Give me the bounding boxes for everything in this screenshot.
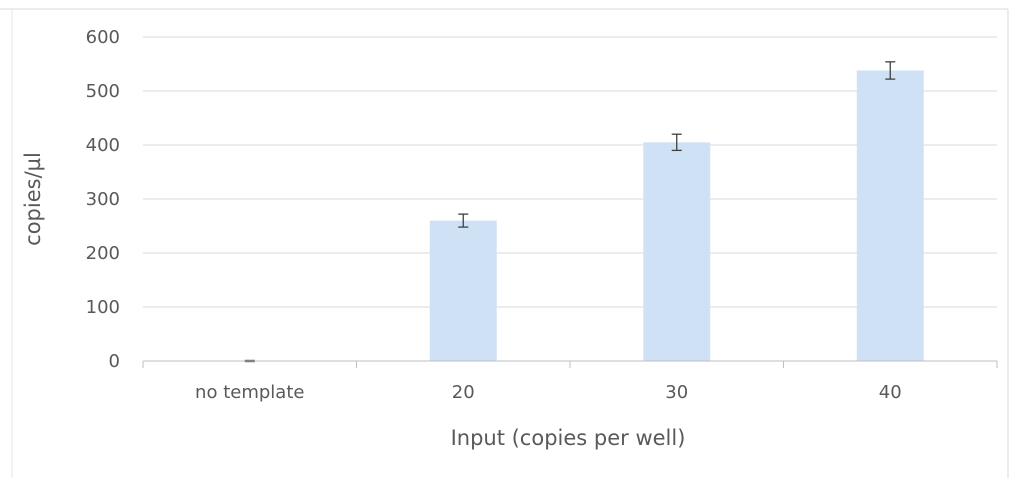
y-tick-label: 100 bbox=[86, 297, 120, 318]
bar bbox=[429, 220, 497, 361]
x-tick-labels: no template 20 30 40 bbox=[195, 382, 902, 403]
bar bbox=[643, 142, 711, 361]
x-axis bbox=[142, 360, 998, 368]
y-tick-labels: 0 100 200 300 400 500 600 bbox=[86, 27, 120, 372]
y-tick-label: 0 bbox=[109, 351, 120, 372]
bars bbox=[244, 61, 924, 363]
x-tick-label: no template bbox=[195, 382, 304, 403]
gridlines bbox=[143, 36, 997, 308]
x-tick-label: 20 bbox=[452, 382, 475, 403]
y-tick-label: 200 bbox=[86, 243, 120, 264]
y-tick-label: 600 bbox=[86, 27, 120, 48]
y-axis-title: copies/µl bbox=[21, 152, 45, 246]
x-tick-label: 30 bbox=[665, 382, 688, 403]
bar bbox=[856, 70, 924, 361]
x-tick-label: 40 bbox=[879, 382, 902, 403]
y-tick-label: 300 bbox=[86, 189, 120, 210]
x-axis-title: Input (copies per well) bbox=[451, 426, 686, 450]
y-tick-label: 500 bbox=[86, 81, 120, 102]
y-tick-label: 400 bbox=[86, 135, 120, 156]
